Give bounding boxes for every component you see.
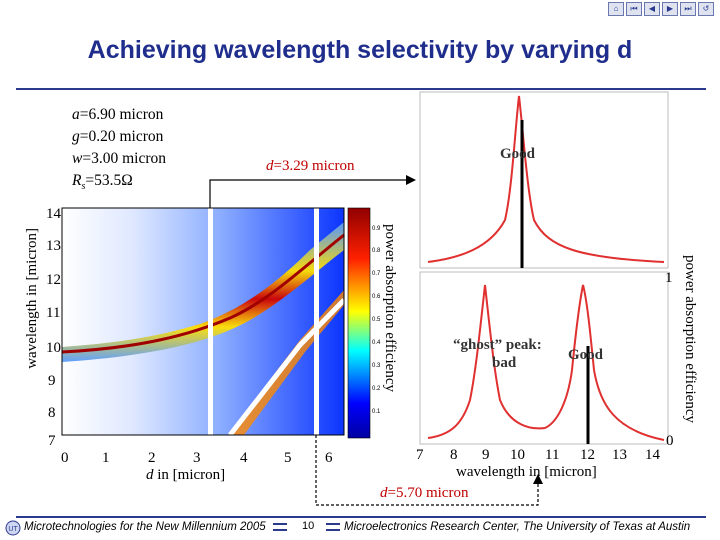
map-ytick: 11 bbox=[46, 305, 61, 321]
map-xlabel: d in [micron] bbox=[146, 467, 226, 483]
bottom-ylabel: power absorption efficiency bbox=[682, 255, 698, 423]
map-xtick: 5 bbox=[284, 450, 292, 466]
bottom-ymin-label: 0 bbox=[666, 433, 674, 449]
param-w: w=3.00 micron bbox=[72, 150, 166, 167]
bottom-plot-frame bbox=[419, 271, 669, 445]
bottom-xtick: 12 bbox=[580, 447, 595, 463]
param-rs: Rs=53.5Ω bbox=[72, 172, 133, 193]
map-ytick: 9 bbox=[48, 373, 56, 389]
ghost-bad-label: bad bbox=[492, 355, 517, 371]
colorbar-tick: 0.7 bbox=[372, 271, 381, 277]
colorbar-tick: 0.3 bbox=[372, 363, 381, 369]
map-ytick: 8 bbox=[48, 405, 56, 421]
colorbar-tick: 0.1 bbox=[372, 409, 381, 415]
bottom-connector-arrowhead bbox=[533, 474, 543, 484]
param-a: a=6.90 micron bbox=[72, 106, 164, 123]
first-icon[interactable]: ⏮ bbox=[626, 2, 642, 16]
map-ytick: 14 bbox=[46, 206, 61, 222]
colorbar-tick: 0.5 bbox=[372, 317, 381, 323]
bottom-xtick: 14 bbox=[645, 447, 660, 463]
bottom-ymax-label: 1 bbox=[665, 270, 673, 286]
bottom-curve bbox=[427, 284, 665, 441]
map-ylabel: wavelength in [micron] bbox=[24, 228, 40, 369]
slide-title: Achieving wavelength selectivity by vary… bbox=[87, 36, 633, 64]
colorbar-tick: 0.4 bbox=[372, 340, 381, 346]
map-xtick: 3 bbox=[193, 450, 201, 466]
colorbar bbox=[347, 207, 371, 439]
map-xtick: 1 bbox=[102, 450, 110, 466]
ut-seal-icon bbox=[5, 520, 21, 536]
nav-bar: ⌂ ⏮ ◀ ▶ ⏭ ↺ bbox=[608, 2, 714, 16]
param-g: g=0.20 micron bbox=[72, 128, 164, 145]
marker-d-3p29 bbox=[208, 208, 213, 435]
bottom-xtick: 9 bbox=[482, 447, 490, 463]
map-xtick: 0 bbox=[61, 450, 69, 466]
footer-deco-right-2 bbox=[326, 529, 340, 531]
bottom-xtick: 13 bbox=[612, 447, 627, 463]
footer-deco-left-2 bbox=[273, 529, 287, 531]
bottom-xtick: 10 bbox=[510, 447, 525, 463]
map-ytick: 12 bbox=[46, 272, 61, 288]
return-icon[interactable]: ↺ bbox=[698, 2, 714, 16]
bottom-xtick: 11 bbox=[545, 447, 560, 463]
colorbar-tick: 0.2 bbox=[372, 386, 381, 392]
parameter-list: a=6.90 micron g=0.20 micron w=3.00 micro… bbox=[72, 104, 166, 198]
bottom-connector bbox=[315, 435, 539, 506]
bottom-plot-d-label: d=5.70 micron bbox=[380, 485, 469, 501]
bottom-xtick: 8 bbox=[450, 447, 458, 463]
map-frame bbox=[61, 207, 345, 436]
footer-right-text: Microelectronics Research Center, The Un… bbox=[344, 521, 691, 533]
map-xtick: 2 bbox=[148, 450, 156, 466]
ut-seal-text: UT bbox=[8, 526, 18, 533]
marker-d-5p70 bbox=[314, 208, 319, 435]
map-xtick: 6 bbox=[325, 450, 333, 466]
resonance-core bbox=[61, 233, 345, 354]
title-underline bbox=[16, 88, 706, 90]
bottom-xlabel: wavelength in [micron] bbox=[456, 464, 597, 480]
footer-left-text: Microtechnologies for the New Millennium… bbox=[24, 521, 266, 533]
colorbar-tick: 0.6 bbox=[372, 294, 381, 300]
diagonal-gap bbox=[228, 298, 346, 437]
colorbar-label: power absorption efficiency bbox=[382, 224, 398, 392]
home-icon[interactable]: ⌂ bbox=[608, 2, 624, 16]
bottom-xtick: 7 bbox=[416, 447, 424, 463]
colorbar-ticks: 0.9 0.8 0.7 0.6 0.5 0.4 0.3 0.2 0.1 bbox=[372, 208, 386, 438]
top-plot-d-label: d=3.29 micron bbox=[266, 158, 355, 174]
bottom-good-label: Good bbox=[568, 347, 604, 363]
map-ytick: 13 bbox=[46, 238, 61, 254]
ghost-peak-label: “ghost” peak: bbox=[453, 337, 542, 353]
map-background bbox=[62, 208, 344, 435]
page-number: 10 bbox=[302, 520, 315, 532]
top-good-label: Good bbox=[500, 146, 536, 162]
map-xtick: 4 bbox=[240, 450, 248, 466]
map-ytick: 10 bbox=[46, 340, 61, 356]
top-plot-frame bbox=[419, 91, 669, 269]
prev-icon[interactable]: ◀ bbox=[644, 2, 660, 16]
last-icon[interactable]: ⏭ bbox=[680, 2, 696, 16]
top-connector-arrowhead bbox=[406, 175, 416, 185]
footer-deco-left-1 bbox=[273, 523, 287, 525]
footer-deco-right-1 bbox=[326, 523, 340, 525]
top-curve bbox=[427, 95, 665, 263]
resonance-band bbox=[62, 222, 344, 362]
colorbar-tick: 0.9 bbox=[372, 226, 381, 232]
map-ytick: 7 bbox=[48, 433, 56, 449]
colorbar-tick: 0.8 bbox=[372, 248, 381, 254]
top-connector bbox=[209, 179, 406, 208]
next-icon[interactable]: ▶ bbox=[662, 2, 678, 16]
